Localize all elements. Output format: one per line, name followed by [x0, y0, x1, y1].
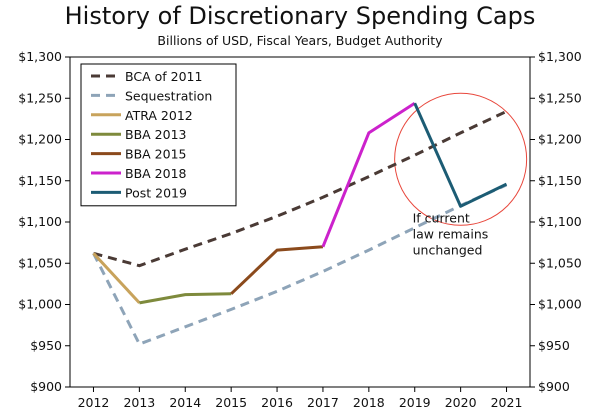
x-tick-label: 2020 — [445, 395, 477, 410]
y-tick-label-right: $1,200 — [538, 132, 582, 147]
series-line-atra-2012 — [92, 252, 141, 304]
legend-label: Post 2019 — [125, 185, 187, 200]
y-tick-label-left: $1,300 — [18, 49, 62, 64]
series-line-bba-2015 — [230, 245, 324, 295]
series-line-post-2019 — [413, 102, 508, 208]
y-tick-label-left: $1,250 — [18, 90, 62, 105]
x-tick-label: 2017 — [307, 395, 339, 410]
x-tick-label: 2014 — [169, 395, 201, 410]
y-tick-label-left: $1,150 — [18, 173, 62, 188]
y-tick-label-left: $900 — [30, 379, 62, 394]
x-tick-label: 2012 — [78, 395, 110, 410]
y-tick-label-right: $1,250 — [538, 90, 582, 105]
x-tick-label: 2019 — [399, 395, 431, 410]
legend-label: BBA 2018 — [125, 166, 187, 181]
x-tick-label: 2015 — [215, 395, 247, 410]
legend-label: BBA 2013 — [125, 127, 187, 142]
legend-label: BBA 2015 — [125, 147, 187, 162]
x-tick-label: 2018 — [353, 395, 385, 410]
series-line-bca-of-2011 — [93, 110, 508, 268]
x-tick-label: 2021 — [491, 395, 523, 410]
y-tick-label-right: $1,300 — [538, 49, 582, 64]
legend-label: BCA of 2011 — [125, 69, 202, 84]
series-line-bba-2018 — [321, 101, 416, 248]
annotation-text: If current law remains unchanged — [413, 210, 489, 257]
y-tick-label-left: $1,050 — [18, 255, 62, 270]
y-tick-label-right: $1,100 — [538, 214, 582, 229]
y-tick-label-right: $900 — [538, 379, 570, 394]
chart-title: History of Discretionary Spending Caps — [64, 2, 536, 30]
chart-subtitle: Billions of USD, Fiscal Years, Budget Au… — [157, 33, 443, 48]
y-tick-label-right: $950 — [538, 338, 570, 353]
series-line-sequestration — [92, 183, 508, 346]
legend-label: Sequestration — [125, 88, 212, 103]
y-tick-label-right: $1,150 — [538, 173, 582, 188]
y-tick-label-left: $1,200 — [18, 132, 62, 147]
y-tick-label-left: $950 — [30, 338, 62, 353]
annotation-circle — [394, 92, 528, 226]
y-tick-label-right: $1,000 — [538, 297, 582, 312]
y-tick-label-right: $1,050 — [538, 255, 582, 270]
series-line-bba-2013 — [139, 292, 232, 305]
y-tick-label-left: $1,000 — [18, 297, 62, 312]
x-tick-label: 2013 — [123, 395, 155, 410]
y-tick-label-left: $1,100 — [18, 214, 62, 229]
legend-label: ATRA 2012 — [125, 108, 193, 123]
x-tick-label: 2016 — [261, 395, 293, 410]
